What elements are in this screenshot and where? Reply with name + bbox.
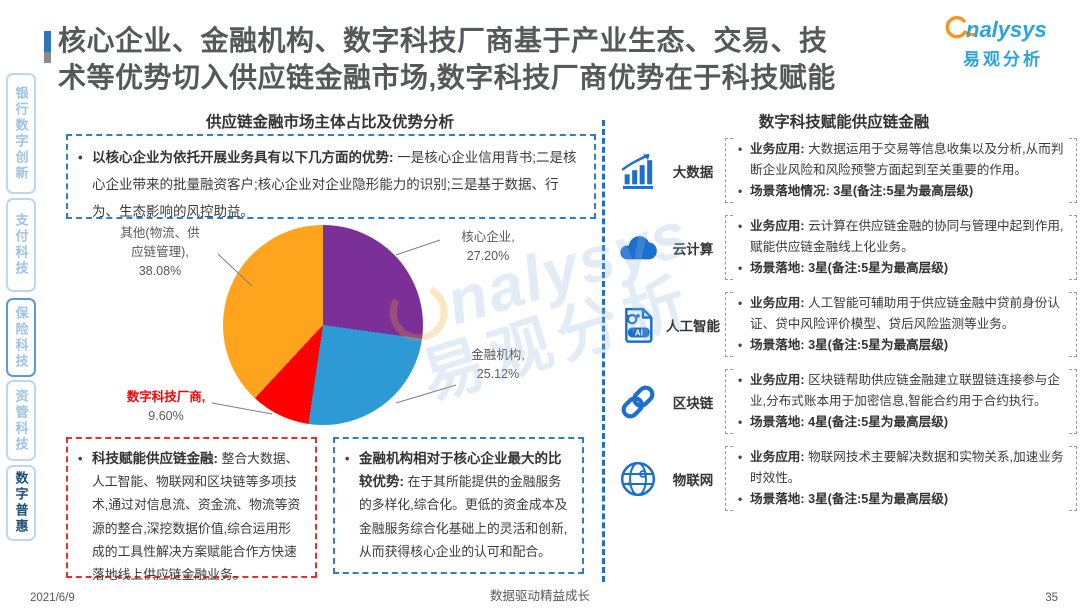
- tech-empower-box: • 科技赋能供应链金融: 整合大数据、人工智能、物联网和区块链等多项技术,通过对…: [66, 437, 317, 582]
- pie-label-financial-institution: 金融机构, 25.12%: [471, 348, 525, 381]
- bullet-icon: •: [78, 150, 83, 165]
- bar-chart-growth-icon: [615, 151, 661, 191]
- tech-row-ai: AI 人工智能 • 业务应用: 人工智能可辅助用于供应链金融中贷前身份认证、贷中…: [615, 290, 1077, 359]
- big-data-detail: • 业务应用: 大数据运用于交易等信息收集以及分析,从而判断企业风险和风险预警方…: [725, 136, 1077, 205]
- bullet-icon: •: [345, 451, 350, 466]
- ai-document-icon: AI: [615, 304, 661, 346]
- core-enterprise-advantage-box: • 以核心企业为依托开展业务具有以下几方面的优势: 一是核心企业信用背书;二是核…: [66, 134, 596, 219]
- advantage-body: 一是核心企业信用背书;二是核心企业带来的批量融资客户;核心企业对企业隐形能力的识…: [92, 150, 577, 219]
- tech-label-ai: 人工智能: [666, 318, 720, 334]
- footer-slogan: 数据驱动精益成长: [489, 589, 590, 603]
- tech-label-cloud: 云计算: [672, 241, 714, 257]
- analysys-logo-icon: nalysys: [945, 16, 1047, 42]
- bullet-icon: •: [78, 451, 83, 466]
- blockchain-detail: • 业务应用: 区块链帮助供应链金融建立联盟链连接参与企业,分布式账本用于加密信…: [725, 367, 1077, 436]
- sidebar-tab-payment-tech[interactable]: 支付科技: [6, 198, 36, 292]
- finance-box-body: 在于其所能提供的金融服务的多样化,综合化。更低的资金成本及金融服务综合化基础上的…: [359, 474, 568, 559]
- tech-row-big-data: 大数据 • 业务应用: 大数据运用于交易等信息收集以及分析,从而判断企业风险和风…: [615, 136, 1077, 205]
- cloud-icon: [615, 229, 661, 267]
- financial-institution-box: • 金融机构相对于核心企业最大的比较优势: 在于其所能提供的金融服务的多样化,综…: [333, 437, 584, 574]
- tech-box-body: 整合大数据、人工智能、物联网和区块链等多项技术,通过对信息流、资金流、物流等资源…: [92, 451, 301, 583]
- tech-row-blockchain: 区块链 • 业务应用: 区块链帮助供应链金融建立联盟链连接参与企业,分布式账本用…: [615, 367, 1077, 436]
- sidebar-tab-banking-digital[interactable]: 银行数字创新: [6, 73, 36, 194]
- tech-label-iot: 物联网: [672, 472, 714, 488]
- tech-box-lead: 科技赋能供应链金融:: [92, 451, 218, 466]
- vertical-dashed-divider: [602, 120, 605, 582]
- iot-detail: • 业务应用: 物联网技术主要解决数据和实物关系,加速业务时效性。 • 场景落地…: [725, 444, 1077, 513]
- page-title-line2: 术等优势切入供应链金融市场,数字科技厂商优势在于科技赋能: [58, 62, 836, 93]
- pie-label-core-enterprise: 核心企业, 27.20%: [461, 230, 515, 263]
- digital-tech-list: 大数据 • 业务应用: 大数据运用于交易等信息收集以及分析,从而判断企业风险和风…: [615, 136, 1077, 521]
- pie-label-other: 其他(物流、供 应链管理), 38.08%: [120, 226, 200, 278]
- sidebar-tab-digital-inclusion[interactable]: 数字普惠: [6, 465, 36, 541]
- page-title-line1: 核心企业、金融机构、数字科技厂商基于产业生态、交易、技: [58, 25, 828, 56]
- finance-box-lead: 金融机构相对于核心企业最大的比较优势:: [359, 451, 562, 490]
- tech-row-iot: 物联网 • 业务应用: 物联网技术主要解决数据和实物关系,加速业务时效性。 • …: [615, 444, 1077, 513]
- logo-subtext: 易观分析: [963, 50, 1043, 69]
- page-number: 35: [1045, 592, 1058, 604]
- svg-text:AI: AI: [635, 328, 643, 337]
- title-accent-bar: [44, 31, 51, 63]
- tech-label-blockchain: 区块链: [672, 395, 714, 411]
- tech-label-big-data: 大数据: [672, 164, 714, 180]
- chain-link-icon: [615, 382, 661, 422]
- footer-date: 2021/6/9: [30, 592, 75, 604]
- sidebar-tab-insurance-tech[interactable]: 保险科技: [6, 298, 36, 377]
- pie-chart: [223, 225, 423, 425]
- right-section-title: 数字科技赋能供应链金融: [758, 114, 930, 131]
- ai-detail: • 业务应用: 人工智能可辅助用于供应链金融中贷前身份认证、贷中风险评价模型、贷…: [725, 290, 1077, 359]
- pie-chart-area: 其他(物流、供 应链管理), 38.08% 核心企业, 27.20% 金融机构,…: [60, 222, 600, 434]
- left-section-title: 供应链金融市场主体占比及优势分析: [205, 114, 454, 131]
- cloud-detail: • 业务应用: 云计算在供应链金融的协同与管理中起到作用,赋能供应链金融线上化业…: [725, 213, 1077, 282]
- advantage-lead: 以核心企业为依托开展业务具有以下几方面的优势:: [92, 150, 394, 165]
- sidebar-tab-asset-tech[interactable]: 资管科技: [6, 380, 36, 461]
- page-title: 核心企业、金融机构、数字科技厂商基于产业生态、交易、技 术等优势切入供应链金融市…: [58, 22, 938, 96]
- svg-text:nalysys: nalysys: [966, 17, 1047, 42]
- tech-row-cloud: 云计算 • 业务应用: 云计算在供应链金融的协同与管理中起到作用,赋能供应链金融…: [615, 213, 1077, 282]
- globe-network-icon: [615, 459, 661, 499]
- pie-label-digital-tech-vendor: 数字科技厂商, 9.60%: [126, 390, 206, 423]
- analysys-logo: nalysys 易观分析: [938, 14, 1068, 70]
